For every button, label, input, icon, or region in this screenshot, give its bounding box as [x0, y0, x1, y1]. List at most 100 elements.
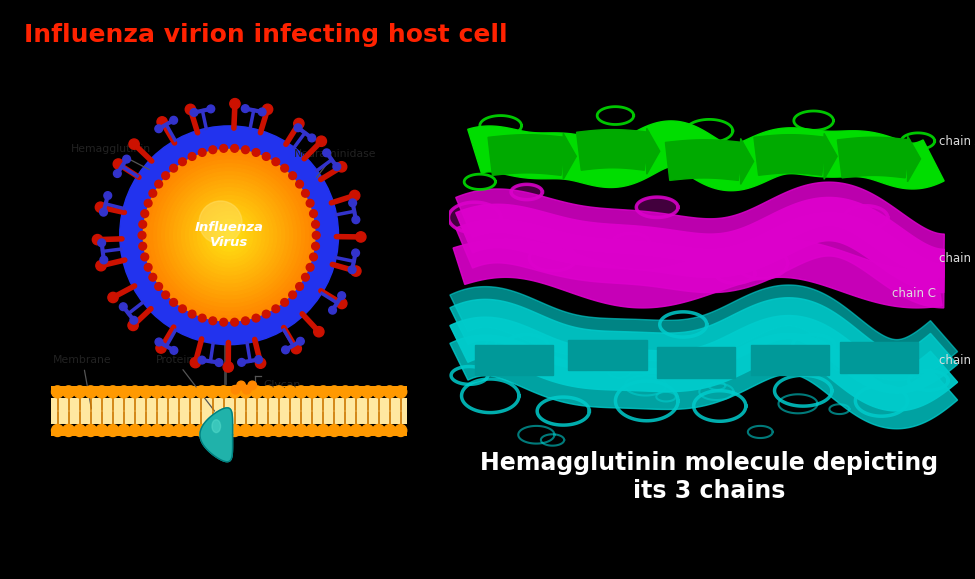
Circle shape [162, 386, 175, 398]
Circle shape [93, 234, 102, 245]
Circle shape [221, 228, 237, 243]
Circle shape [395, 386, 407, 398]
Circle shape [308, 134, 316, 142]
Text: Hemagglutinin molecule depicting
its 3 chains: Hemagglutinin molecule depicting its 3 c… [481, 452, 938, 503]
Circle shape [198, 314, 206, 322]
Circle shape [162, 291, 170, 299]
Circle shape [170, 116, 177, 124]
Circle shape [189, 196, 269, 275]
Circle shape [174, 424, 185, 437]
Circle shape [289, 291, 296, 299]
Circle shape [284, 424, 296, 437]
Circle shape [184, 424, 196, 437]
Circle shape [231, 145, 239, 152]
Text: Protein: Protein [156, 355, 214, 411]
Circle shape [178, 158, 186, 166]
Polygon shape [448, 202, 501, 233]
Circle shape [207, 424, 218, 437]
Circle shape [253, 314, 260, 322]
Circle shape [284, 386, 296, 398]
Circle shape [254, 356, 262, 364]
Circle shape [209, 317, 216, 325]
Circle shape [197, 204, 261, 267]
Circle shape [107, 386, 119, 398]
Circle shape [138, 232, 146, 239]
Circle shape [162, 172, 170, 179]
Circle shape [170, 299, 177, 306]
Text: Membrane: Membrane [54, 355, 112, 408]
Circle shape [223, 362, 233, 372]
Text: chain B: chain B [939, 354, 975, 367]
Circle shape [329, 424, 340, 437]
Circle shape [312, 243, 320, 250]
Circle shape [62, 386, 75, 398]
Circle shape [156, 343, 166, 353]
Circle shape [198, 356, 206, 364]
Circle shape [98, 239, 105, 247]
Circle shape [293, 119, 304, 129]
Circle shape [206, 211, 253, 259]
Circle shape [52, 424, 63, 437]
Circle shape [272, 305, 280, 313]
Circle shape [215, 359, 223, 367]
Polygon shape [200, 408, 233, 461]
Circle shape [99, 208, 107, 216]
Polygon shape [838, 137, 910, 178]
Circle shape [155, 125, 163, 133]
Circle shape [140, 424, 152, 437]
Text: Glycan: Glycan [263, 380, 300, 390]
Circle shape [155, 180, 163, 188]
Circle shape [62, 424, 75, 437]
Circle shape [306, 386, 318, 398]
Circle shape [129, 424, 141, 437]
Circle shape [100, 256, 107, 264]
Polygon shape [576, 130, 649, 170]
Circle shape [162, 424, 175, 437]
Polygon shape [455, 212, 945, 308]
Circle shape [238, 358, 246, 367]
Circle shape [295, 283, 303, 290]
Text: Influenza
Virus: Influenza Virus [195, 221, 263, 250]
Polygon shape [716, 264, 756, 283]
Circle shape [158, 164, 300, 307]
Circle shape [349, 190, 360, 201]
Circle shape [248, 381, 256, 390]
Circle shape [229, 386, 241, 398]
Text: Hemagglutinin: Hemagglutinin [70, 145, 150, 170]
Circle shape [214, 219, 245, 251]
Circle shape [141, 253, 148, 261]
Circle shape [352, 216, 360, 223]
Circle shape [272, 158, 280, 166]
Circle shape [155, 338, 163, 346]
Circle shape [282, 346, 290, 354]
Circle shape [317, 424, 330, 437]
Circle shape [140, 386, 152, 398]
Circle shape [242, 146, 250, 153]
Circle shape [316, 136, 327, 146]
Circle shape [337, 292, 345, 299]
Circle shape [350, 424, 363, 437]
Circle shape [188, 153, 196, 160]
Circle shape [310, 253, 317, 261]
Circle shape [281, 299, 289, 306]
FancyBboxPatch shape [51, 398, 408, 424]
Circle shape [350, 386, 363, 398]
Circle shape [190, 357, 201, 368]
Circle shape [306, 263, 314, 271]
Polygon shape [637, 197, 678, 218]
Circle shape [210, 215, 249, 255]
FancyBboxPatch shape [51, 386, 408, 394]
Circle shape [295, 386, 307, 398]
Polygon shape [665, 140, 743, 181]
Circle shape [207, 386, 218, 398]
Circle shape [151, 424, 163, 437]
Circle shape [155, 283, 163, 290]
Circle shape [202, 207, 256, 263]
Circle shape [52, 386, 63, 398]
Circle shape [149, 273, 157, 281]
Circle shape [289, 172, 296, 179]
Circle shape [143, 149, 315, 321]
Circle shape [113, 159, 124, 169]
Circle shape [253, 149, 260, 156]
Circle shape [312, 232, 320, 239]
